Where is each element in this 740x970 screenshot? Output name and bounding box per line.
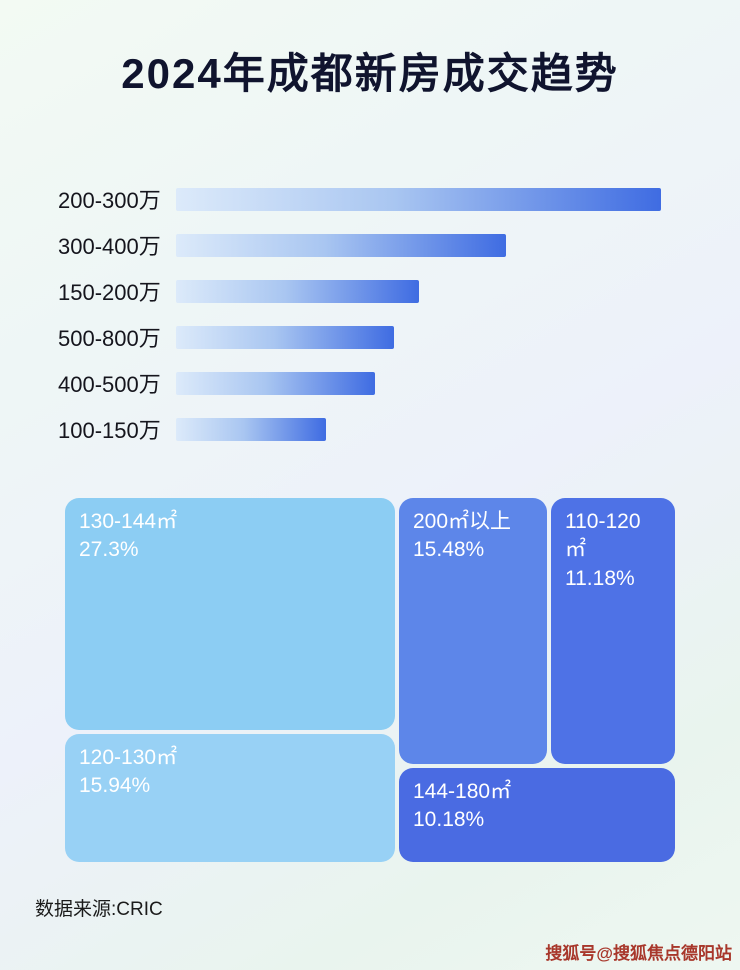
- watermark: 搜狐号@搜狐焦点德阳站: [545, 944, 732, 963]
- bar-category-label: 200-300万: [58, 188, 161, 213]
- bar-row: 400-500万: [58, 360, 688, 406]
- bar-fill: [176, 233, 506, 257]
- bar-row: 300-400万: [58, 222, 688, 268]
- bar-row: 150-200万: [58, 268, 688, 314]
- bar-category-label: 400-500万: [58, 372, 161, 397]
- treemap-block-label: 120-130㎡: [79, 746, 178, 769]
- bar-fill: [176, 279, 419, 303]
- treemap-block-144-180: 144-180㎡ 10.18%: [399, 768, 675, 862]
- treemap-block-120-130: 120-130㎡ 15.94%: [65, 734, 395, 862]
- area-size-treemap: 130-144㎡ 27.3% 200㎡以上 15.48% 110-120㎡ 11…: [65, 498, 675, 862]
- bar-fill: [176, 371, 375, 395]
- bar-category-label: 300-400万: [58, 234, 161, 259]
- treemap-block-label: 200㎡以上: [413, 510, 512, 533]
- bar-row: 500-800万: [58, 314, 688, 360]
- treemap-block-value: 27.3%: [79, 538, 139, 562]
- treemap-block-130-144: 130-144㎡ 27.3%: [65, 498, 395, 730]
- bar-fill: [176, 187, 661, 211]
- treemap-block-value: 15.94%: [79, 774, 151, 798]
- bar-row: 200-300万: [58, 176, 688, 222]
- page-title: 2024年成都新房成交趋势: [121, 50, 619, 97]
- bar-category-label: 150-200万: [58, 280, 161, 305]
- treemap-block-label: 130-144㎡: [79, 510, 178, 533]
- treemap-block-value: 10.18%: [413, 808, 485, 832]
- treemap-block-label: 110-120㎡: [565, 510, 641, 562]
- bar-fill: [176, 325, 394, 349]
- treemap-block-label: 144-180㎡: [413, 780, 512, 803]
- price-band-bar-chart: 200-300万 300-400万 150-200万 500-800万 400-…: [58, 176, 688, 452]
- bar-category-label: 100-150万: [58, 418, 161, 443]
- data-source-note: 数据来源:CRIC: [35, 899, 163, 920]
- treemap-block-value: 11.18%: [565, 566, 635, 590]
- bar-category-label: 500-800万: [58, 326, 161, 351]
- treemap-block-110-120: 110-120㎡ 11.18%: [551, 498, 675, 764]
- treemap-block-value: 15.48%: [413, 538, 485, 562]
- bar-row: 100-150万: [58, 406, 688, 452]
- bar-fill: [176, 417, 326, 441]
- treemap-block-200-plus: 200㎡以上 15.48%: [399, 498, 547, 764]
